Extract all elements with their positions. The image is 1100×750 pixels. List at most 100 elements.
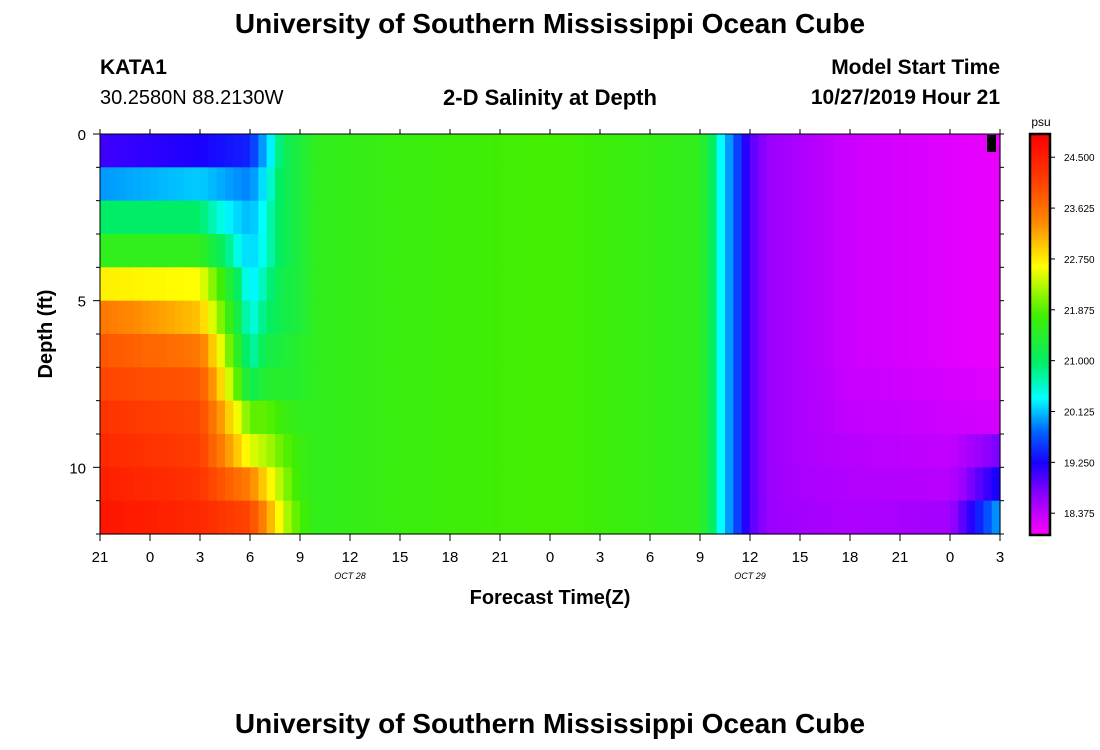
heatmap-cell bbox=[566, 400, 576, 435]
heatmap-cell bbox=[291, 167, 301, 202]
heatmap-cell bbox=[833, 234, 843, 268]
heatmap-cell bbox=[358, 267, 368, 302]
colorbar: psu 24.500 23.625 22.750 21.875 21.000 20.125… bbox=[1028, 115, 1095, 537]
heatmap-cell bbox=[291, 500, 301, 535]
heatmap-cell bbox=[708, 200, 718, 235]
heatmap-cell bbox=[391, 134, 401, 168]
heatmap-cell bbox=[666, 234, 676, 268]
heatmap-cell bbox=[958, 234, 968, 268]
heatmap-cell bbox=[883, 234, 893, 268]
heatmap-cell bbox=[500, 134, 509, 168]
heatmap-cell bbox=[608, 267, 618, 302]
heatmap-cell bbox=[441, 234, 451, 268]
heatmap-cell bbox=[150, 167, 159, 202]
heatmap-cell bbox=[875, 434, 884, 468]
heatmap-cell bbox=[366, 167, 376, 202]
heatmap-cell bbox=[508, 400, 518, 435]
heatmap-cell bbox=[591, 467, 601, 502]
heatmap-cell bbox=[900, 400, 909, 435]
heatmap-cell bbox=[475, 334, 484, 368]
heatmap-cell bbox=[408, 334, 418, 368]
heatmap-cell bbox=[375, 267, 384, 302]
heatmap-cell bbox=[475, 400, 484, 435]
heatmap-cell bbox=[166, 200, 176, 235]
heatmap-cell bbox=[575, 334, 584, 368]
heatmap-cell bbox=[825, 367, 834, 402]
heatmap-cell bbox=[616, 300, 626, 335]
heatmap-cell bbox=[391, 300, 401, 335]
heatmap-cell bbox=[275, 400, 284, 435]
heatmap-cell bbox=[116, 400, 126, 435]
heatmap-cell bbox=[525, 467, 534, 502]
heatmap-cell bbox=[350, 300, 359, 335]
heatmap-cell bbox=[516, 200, 526, 235]
heatmap-cell bbox=[441, 334, 451, 368]
heatmap-cell bbox=[375, 500, 384, 535]
heatmap-cell bbox=[258, 167, 268, 202]
heatmap-cell bbox=[783, 200, 793, 235]
heatmap-cell bbox=[458, 367, 468, 402]
heatmap-cell bbox=[591, 167, 601, 202]
heatmap-cell bbox=[508, 300, 518, 335]
heatmap-cell bbox=[825, 300, 834, 335]
heatmap-cell bbox=[116, 434, 126, 468]
heatmap-cell bbox=[325, 234, 334, 268]
heatmap-cell bbox=[666, 300, 676, 335]
heatmap-cell bbox=[408, 467, 418, 502]
heatmap-cell bbox=[808, 234, 818, 268]
heatmap-cell bbox=[233, 234, 243, 268]
heatmap-cell bbox=[341, 434, 351, 468]
heatmap-cell bbox=[625, 400, 634, 435]
heatmap-cell bbox=[450, 167, 459, 202]
heatmap-cell bbox=[925, 167, 934, 202]
heatmap-cell bbox=[450, 400, 459, 435]
heatmap-cell bbox=[333, 200, 343, 235]
heatmap-cell bbox=[808, 500, 818, 535]
heatmap-cell bbox=[266, 134, 276, 168]
heatmap-cell bbox=[208, 167, 218, 202]
heatmap-cell bbox=[491, 200, 501, 235]
heatmap-cell bbox=[366, 234, 376, 268]
heatmap-cell bbox=[583, 134, 593, 168]
heatmap-cell bbox=[650, 400, 659, 435]
heatmap-cell bbox=[775, 367, 784, 402]
heatmap-cell bbox=[683, 234, 693, 268]
heatmap-cell bbox=[308, 267, 318, 302]
heatmap-cell bbox=[691, 267, 701, 302]
heatmap-cell bbox=[833, 434, 843, 468]
heatmap-cell bbox=[416, 300, 426, 335]
heatmap-cell bbox=[283, 267, 293, 302]
heatmap-cell bbox=[508, 167, 518, 202]
heatmap-cell bbox=[766, 467, 776, 502]
heatmap-cell bbox=[575, 267, 584, 302]
heatmap-cell bbox=[858, 234, 868, 268]
heatmap-cell bbox=[616, 367, 626, 402]
heatmap-cell bbox=[866, 300, 876, 335]
heatmap-cell bbox=[641, 500, 651, 535]
y-tick-label: 0 bbox=[78, 127, 86, 144]
heatmap-cell bbox=[508, 234, 518, 268]
heatmap-cell bbox=[116, 267, 126, 302]
heatmap-cell bbox=[416, 467, 426, 502]
heatmap-cell bbox=[191, 167, 201, 202]
heatmap-cell bbox=[466, 434, 476, 468]
heatmap-cell bbox=[216, 400, 226, 435]
heatmap-cell bbox=[383, 234, 393, 268]
heatmap-cell bbox=[400, 134, 409, 168]
heatmap-cell bbox=[758, 467, 768, 502]
heatmap-cell bbox=[183, 467, 193, 502]
heatmap-cell bbox=[491, 300, 501, 335]
heatmap-cell bbox=[525, 134, 534, 168]
heatmap-cell bbox=[925, 267, 934, 302]
heatmap-cell bbox=[341, 134, 351, 168]
heatmap-cell bbox=[400, 334, 409, 368]
heatmap-cell bbox=[258, 434, 268, 468]
x-tick-label: 6 bbox=[646, 549, 654, 566]
heatmap-cell bbox=[275, 200, 284, 235]
heatmap-cell bbox=[150, 300, 159, 335]
heatmap-cell bbox=[658, 300, 668, 335]
heatmap-cell bbox=[975, 267, 984, 302]
heatmap-cell bbox=[841, 367, 851, 402]
heatmap-cell bbox=[133, 200, 143, 235]
heatmap-cell bbox=[191, 500, 201, 535]
